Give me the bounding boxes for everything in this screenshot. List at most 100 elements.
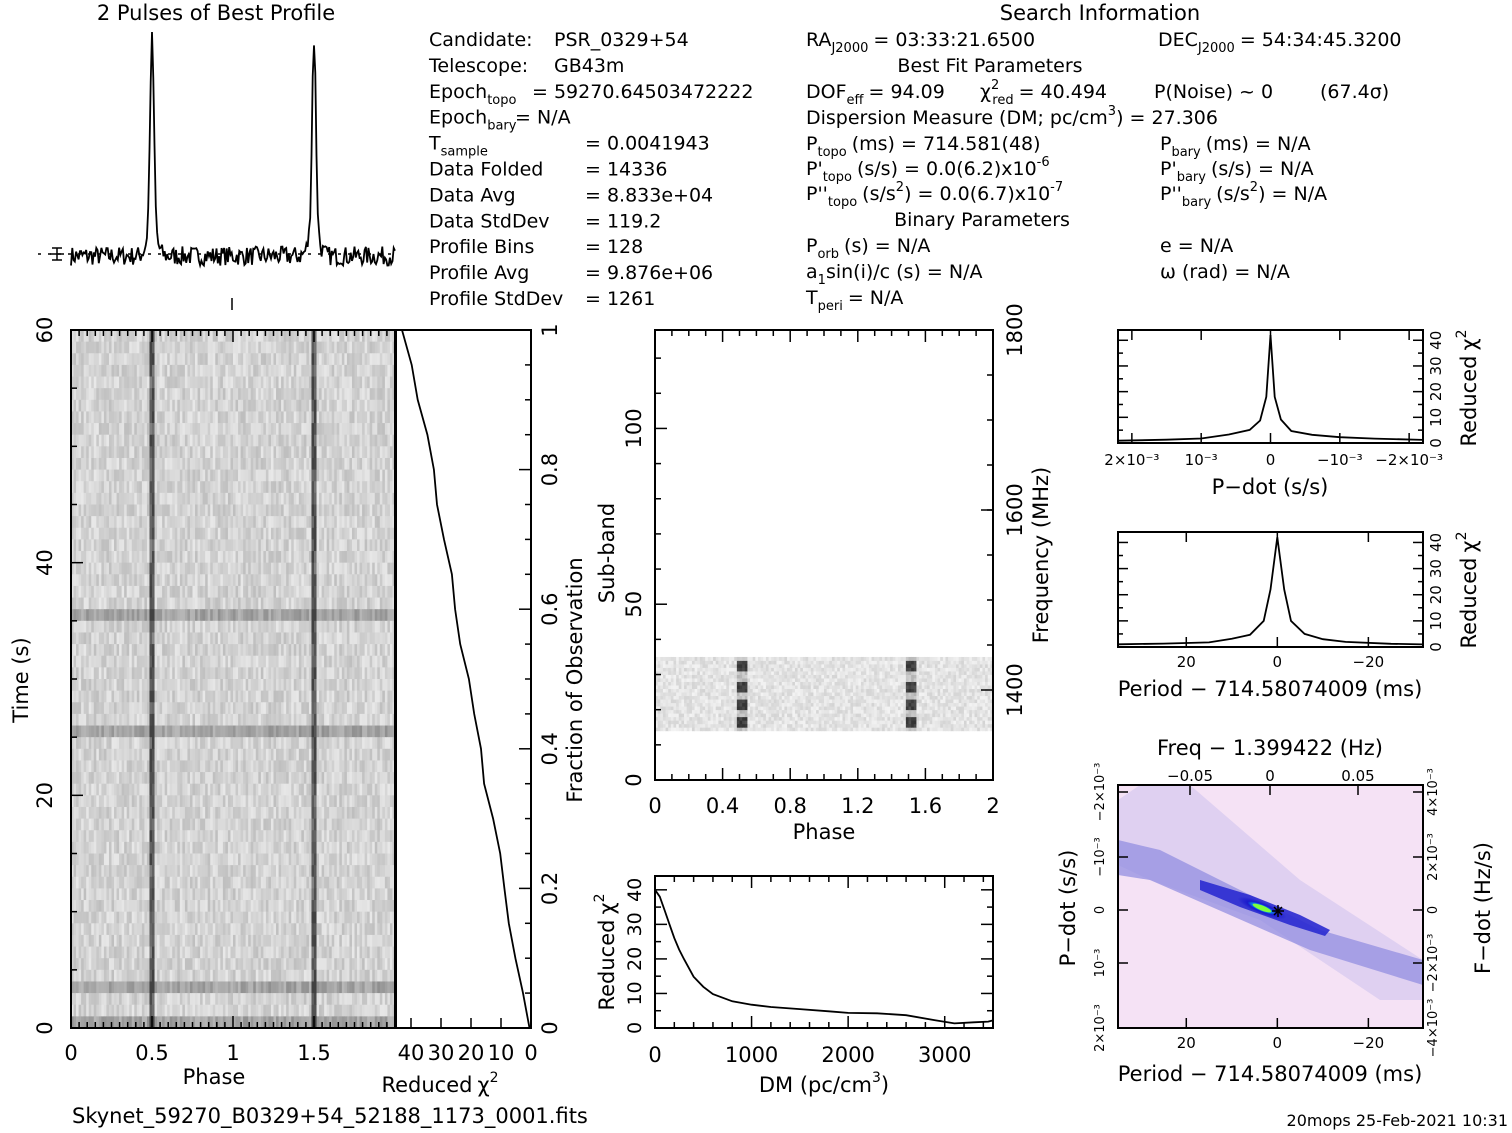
time-phase-cell [240,551,244,564]
time-phase-cell [245,597,249,610]
time-phase-cell [91,423,95,436]
time-phase-cell [124,737,128,750]
time-phase-cell [306,667,310,680]
time-phase-cell [149,655,153,668]
time-phase-cell [303,597,307,610]
time-phase-cell [83,527,87,540]
time-phase-cell [129,388,133,401]
time-phase-cell [308,364,312,377]
time-phase-cell [243,748,247,761]
time-phase-cell [222,469,226,482]
time-phase-cell [103,539,107,552]
time-phase-cell [83,655,87,668]
time-phase-cell [91,585,95,598]
time-phase-cell [389,364,393,377]
time-phase-cell [349,341,353,354]
time-phase-cell [248,760,252,773]
time-phase-cell [91,574,95,587]
time-phase-cell [222,632,226,645]
time-phase-cell [172,457,176,470]
time-phase-cell [278,597,282,610]
time-phase-cell [169,411,173,424]
time-phase-cell [106,679,110,692]
time-phase-cell [210,469,214,482]
time-phase-cell [71,364,74,377]
time-phase-cell [149,504,153,517]
time-phase-cell [379,364,383,377]
time-phase-cell [71,772,74,785]
time-phase-cell [243,667,247,680]
time-phase-cell [293,632,297,645]
time-phase-cell [134,399,138,412]
time-phase-cell [243,504,247,517]
time-phase-cell [392,597,396,610]
time-phase-cell [286,330,290,343]
time-phase-cell [131,364,135,377]
time-phase-cell [174,457,178,470]
time-phase-cell [93,469,97,482]
time-phase-cell [354,516,358,529]
time-phase-cell [119,655,123,668]
time-phase-cell [349,620,353,633]
time-phase-cell [197,609,201,622]
time-phase-cell [212,434,216,447]
time-phase-cell [296,632,300,645]
time-phase-cell [265,725,269,738]
time-phase-cell [235,411,239,424]
time-phase-cell [349,574,353,587]
time-phase-cell [379,457,383,470]
time-phase-cell [308,737,312,750]
time-phase-cell [162,772,166,785]
time-phase-cell [93,376,97,389]
time-phase-cell [268,492,272,505]
time-phase-cell [359,760,363,773]
time-phase-cell [321,527,325,540]
time-phase-cell [238,667,241,680]
time-phase-cell [341,585,345,598]
time-phase-cell [81,446,85,459]
time-phase-cell [374,551,378,564]
time-phase-cell [192,481,196,494]
time-phase-cell [245,527,249,540]
time-phase-cell [187,330,191,343]
time-phase-cell [220,562,224,575]
time-phase-cell [243,469,247,482]
time-phase-cell [187,434,191,447]
time-phase-cell [367,690,371,703]
time-phase-cell [174,527,178,540]
time-phase-cell [164,585,168,598]
time-phase-cell [197,353,201,366]
time-phase-cell [212,725,216,738]
time-phase-cell [311,527,315,540]
time-phase-cell [334,760,338,773]
time-phase-cell [189,434,193,447]
time-phase-cell [146,748,150,761]
time-phase-cell [245,341,249,354]
time-phase-cell [276,516,279,529]
time-phase-cell [286,551,290,564]
time-phase-cell [250,760,254,773]
time-phase-cell [124,330,128,343]
time-phase-cell [384,341,388,354]
time-phase-cell [253,760,257,773]
time-phase-cell [212,551,216,564]
time-phase-cell [124,667,128,680]
time-phase-cell [182,434,186,447]
time-phase-cell [384,655,388,668]
time-phase-cell [258,632,262,645]
time-phase-cell [265,772,269,785]
time-phase-cell [233,632,236,645]
time-phase-cell [93,702,97,715]
time-phase-cell [189,353,193,366]
time-phase-cell [189,562,193,575]
time-phase-cell [76,341,79,354]
time-phase-cell [220,446,224,459]
time-phase-cell [141,434,145,447]
time-phase-cell [303,574,307,587]
time-phase-cell [273,597,277,610]
time-phase-cell [308,667,312,680]
time-phase-cell [146,551,150,564]
time-phase-cell [177,597,181,610]
time-phase-cell [152,690,155,703]
time-phase-cell [192,702,196,715]
